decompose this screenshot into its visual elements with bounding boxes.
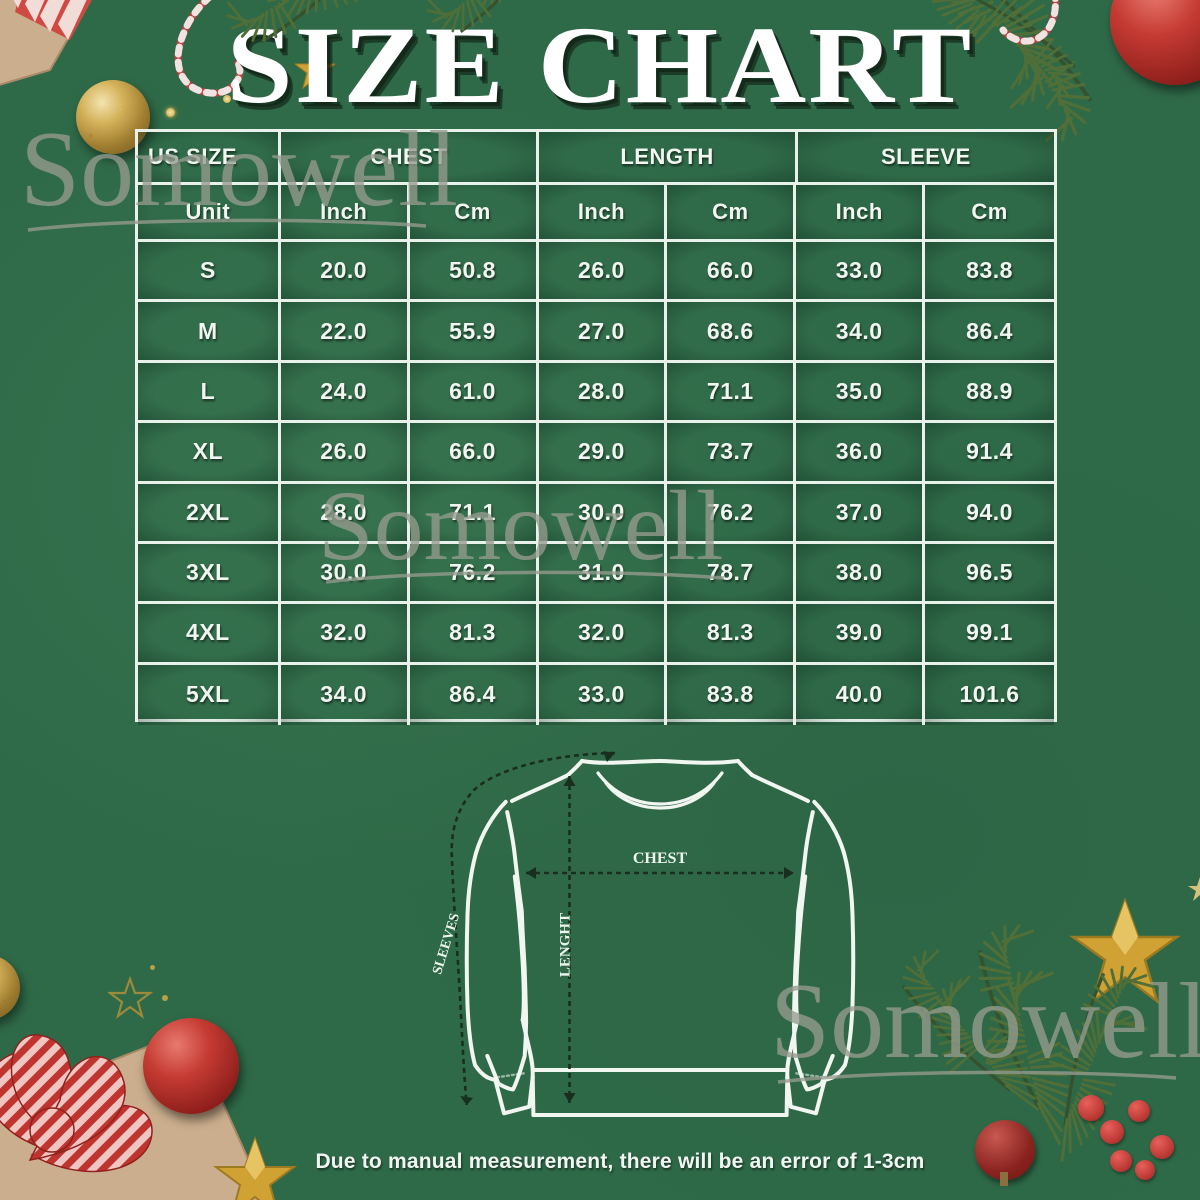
svg-text:CHEST: CHEST <box>633 850 688 867</box>
svg-text:LENGHT: LENGHT <box>558 913 574 977</box>
svg-text:SLEEVES: SLEEVES <box>430 911 463 976</box>
